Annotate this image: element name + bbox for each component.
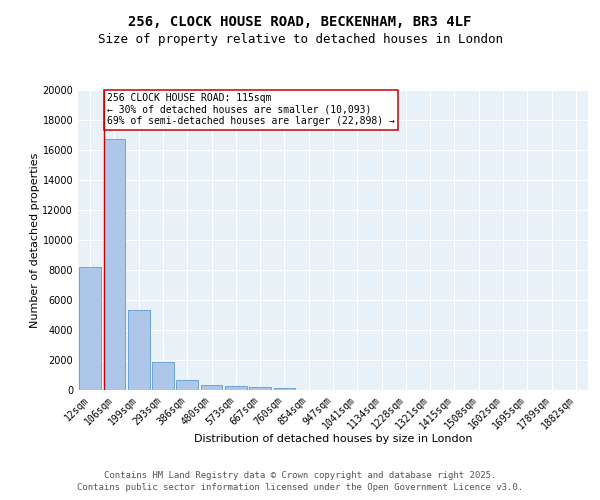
Text: Contains public sector information licensed under the Open Government Licence v3: Contains public sector information licen… bbox=[77, 484, 523, 492]
Bar bbox=[79, 267, 101, 390]
Bar bbox=[274, 388, 295, 390]
Bar bbox=[200, 385, 223, 390]
Bar bbox=[128, 310, 149, 390]
Bar bbox=[249, 387, 271, 390]
Bar bbox=[176, 380, 198, 390]
Y-axis label: Number of detached properties: Number of detached properties bbox=[29, 152, 40, 328]
Text: 256, CLOCK HOUSE ROAD, BECKENHAM, BR3 4LF: 256, CLOCK HOUSE ROAD, BECKENHAM, BR3 4L… bbox=[128, 15, 472, 29]
Text: 256 CLOCK HOUSE ROAD: 115sqm
← 30% of detached houses are smaller (10,093)
69% o: 256 CLOCK HOUSE ROAD: 115sqm ← 30% of de… bbox=[107, 93, 395, 126]
Bar bbox=[225, 386, 247, 390]
Bar bbox=[104, 140, 125, 390]
X-axis label: Distribution of detached houses by size in London: Distribution of detached houses by size … bbox=[194, 434, 472, 444]
Text: Size of property relative to detached houses in London: Size of property relative to detached ho… bbox=[97, 32, 503, 46]
Bar bbox=[152, 362, 174, 390]
Text: Contains HM Land Registry data © Crown copyright and database right 2025.: Contains HM Land Registry data © Crown c… bbox=[104, 471, 496, 480]
